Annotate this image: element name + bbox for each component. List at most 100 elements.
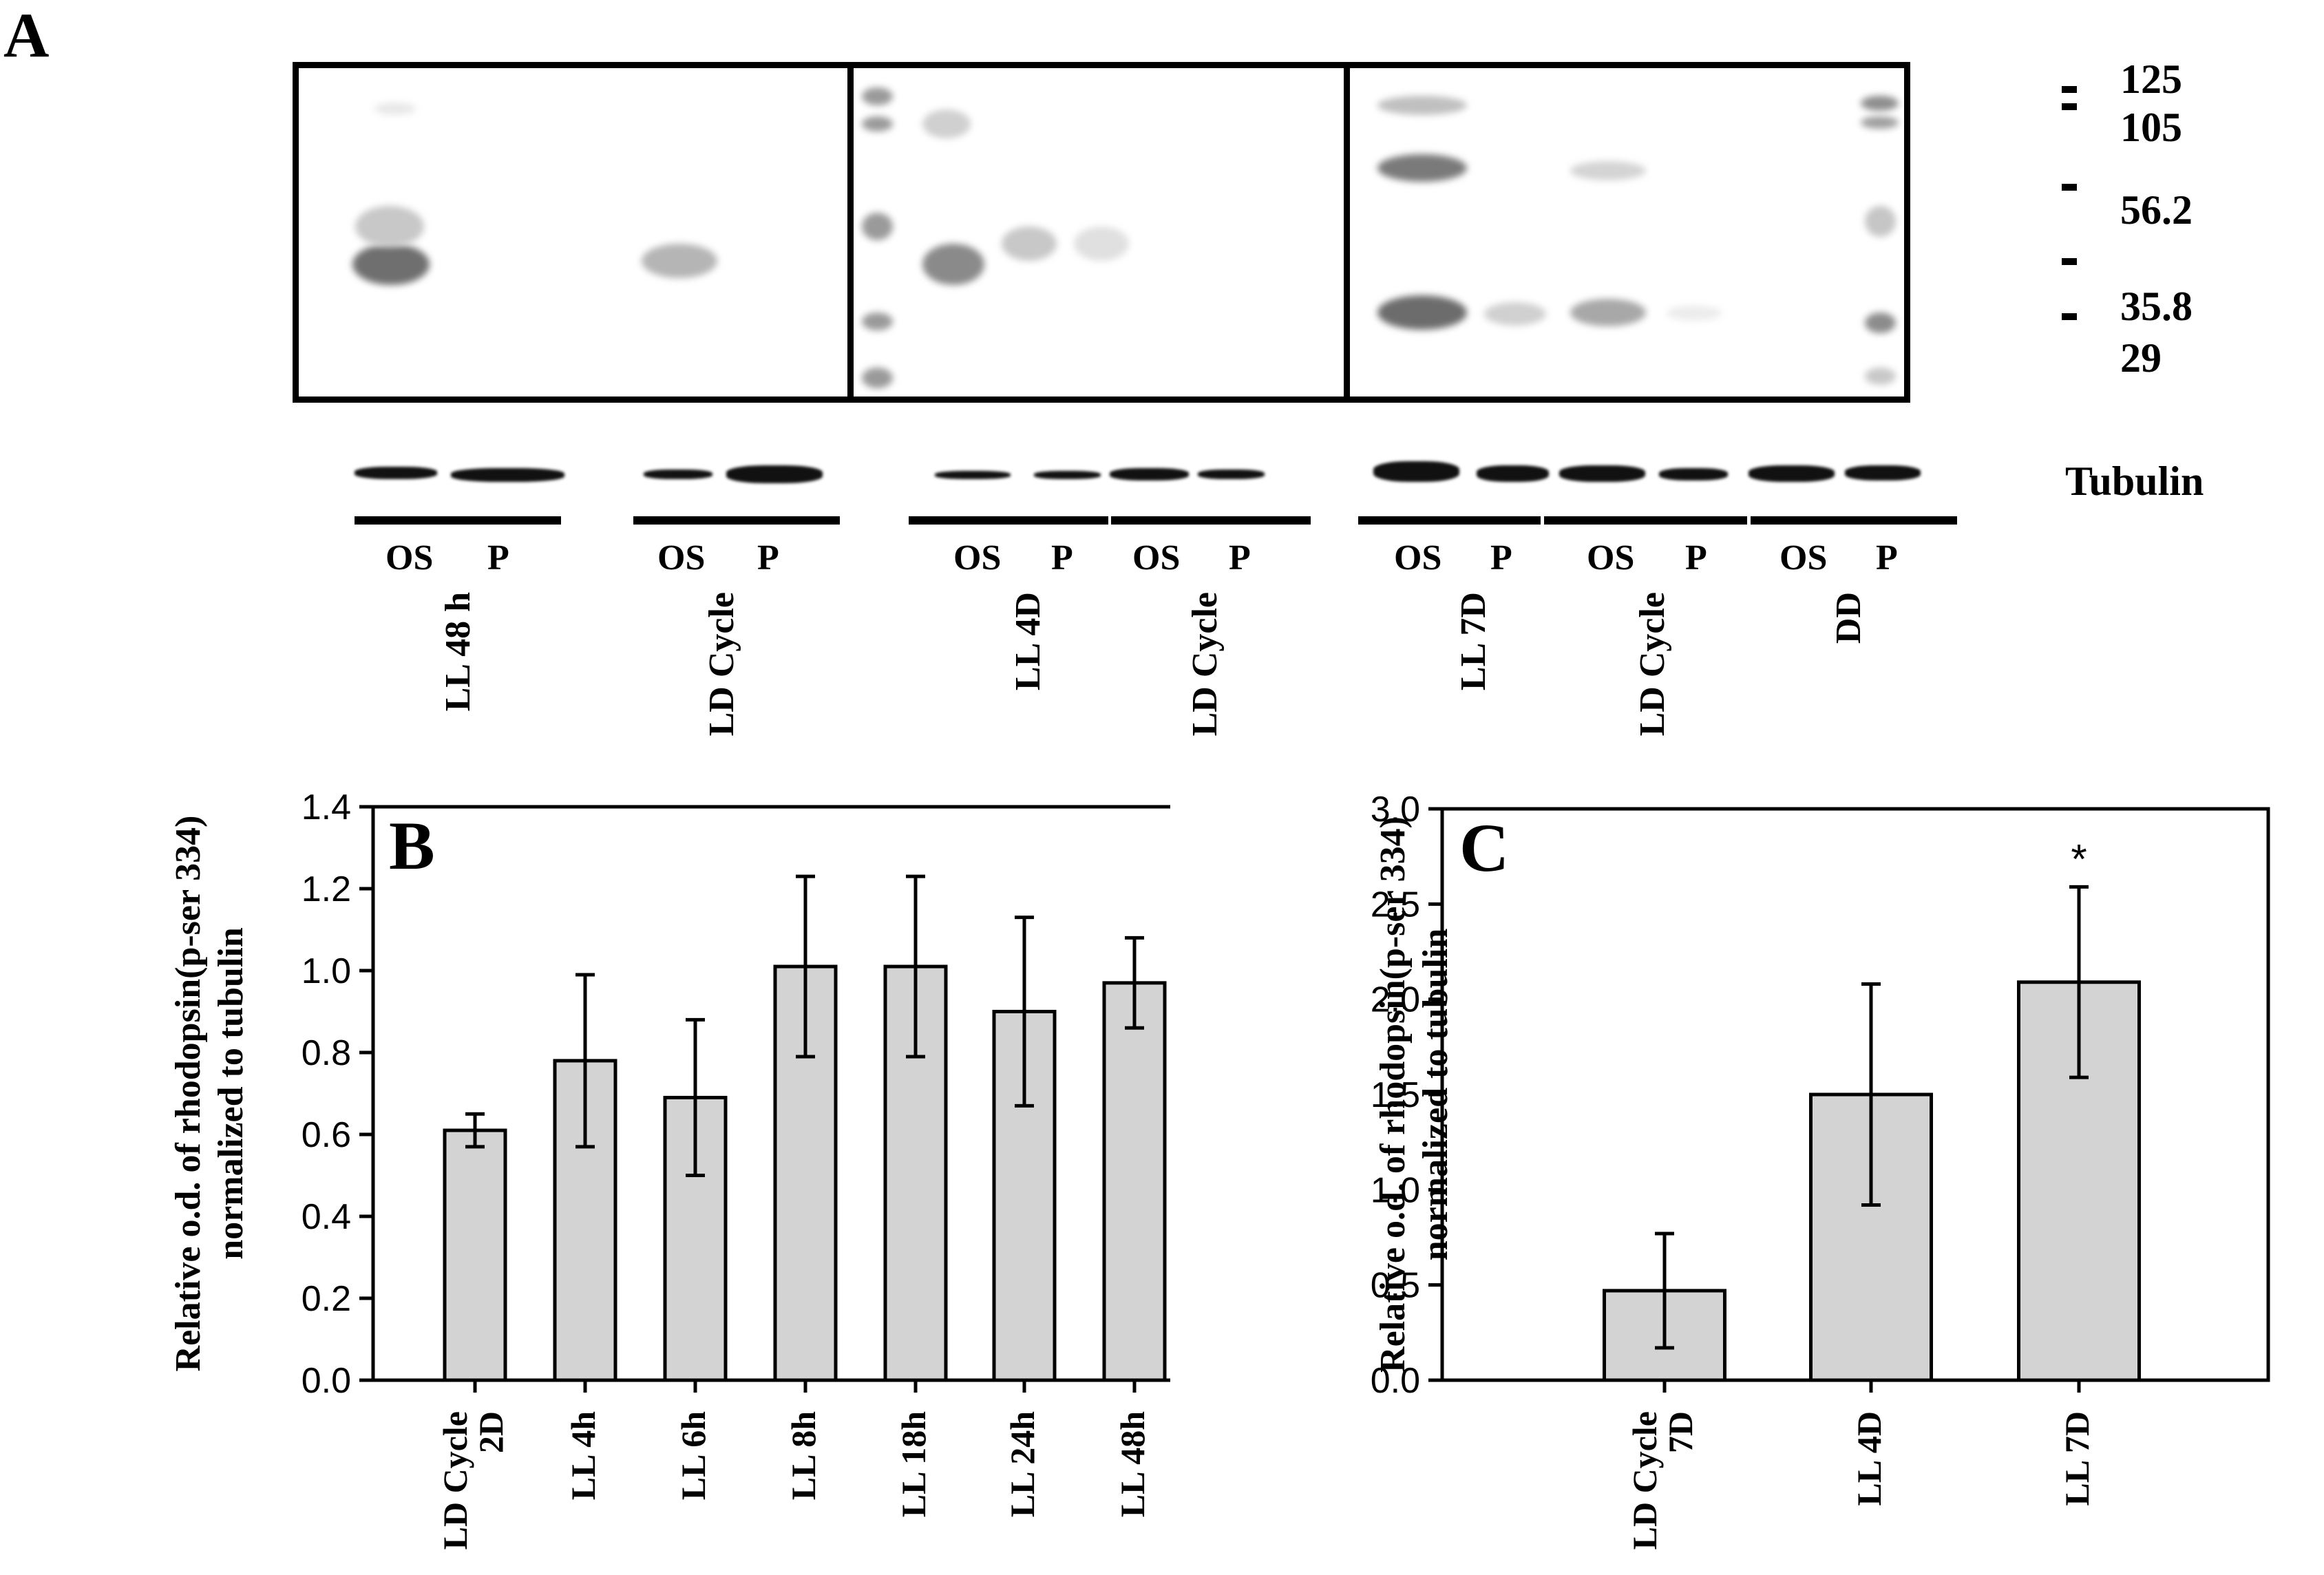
- lane-label: OS: [657, 538, 706, 578]
- y-tick-label: 3.0: [1371, 790, 1420, 829]
- condition-label: LD Cycle: [702, 592, 741, 737]
- lane-label: OS: [385, 538, 434, 578]
- lane-label: P: [487, 538, 509, 578]
- band: [922, 244, 984, 285]
- y-axis-label: Relative o.d. of rhodopsin(p-ser 334): [1373, 816, 1413, 1373]
- condition-label: LD Cycle: [1185, 592, 1225, 737]
- band: [1570, 161, 1646, 180]
- blot-panel-2: [847, 62, 1350, 403]
- tubulin-label: Tubulin: [2065, 458, 2204, 504]
- band: [352, 244, 430, 285]
- blot-panel-3: [1344, 62, 1910, 403]
- x-tick-label: LL 8h: [784, 1411, 823, 1500]
- x-tick-label: LL 24h: [1003, 1411, 1042, 1517]
- x-tick-label: LL 6h: [674, 1411, 712, 1500]
- group-bar: [1358, 516, 1541, 525]
- band: [1377, 295, 1467, 330]
- y-tick-label: 0.8: [302, 1033, 351, 1073]
- lane-label: P: [1051, 538, 1073, 578]
- x-tick-label: LL 48h: [1113, 1411, 1152, 1517]
- y-axis-label: Relative o.d. of rhodopsin(p-ser 334): [169, 816, 208, 1372]
- ladder-band: [1861, 96, 1899, 111]
- lane-label: P: [757, 538, 779, 578]
- mw-tick-56: [2062, 184, 2077, 191]
- y-tick-label: 0.2: [302, 1279, 351, 1319]
- mw-tick-105: [2062, 103, 2077, 110]
- x-tick-label: LD Cycle: [436, 1411, 474, 1550]
- ladder-band: [1865, 313, 1896, 333]
- blot-panel-1: [293, 62, 854, 403]
- ladder-band: [1865, 206, 1896, 237]
- bar: [663, 1095, 728, 1382]
- bar: [1102, 981, 1167, 1382]
- bar: [553, 1059, 617, 1382]
- x-tick-label: LL 4D: [1850, 1411, 1888, 1506]
- ladder-band: [862, 368, 893, 388]
- mw-label-56: 56.2: [2120, 187, 2193, 233]
- x-tick-label: 2D: [472, 1411, 510, 1453]
- ladder-band: [862, 116, 893, 131]
- y-tick-label: 2.0: [1371, 980, 1420, 1020]
- mw-label-35: 35.8: [2120, 284, 2193, 329]
- band: [1570, 299, 1646, 326]
- y-tick-label: 1.5: [1371, 1075, 1420, 1115]
- band: [1074, 226, 1129, 261]
- condition-label: LL 48 h: [439, 592, 478, 712]
- y-tick-label: 1.0: [1371, 1170, 1420, 1210]
- mw-tick-35: [2062, 258, 2077, 265]
- y-tick-label: 0.0: [1371, 1361, 1420, 1401]
- y-tick-label: 2.5: [1371, 885, 1420, 924]
- significance-marker: *: [2071, 836, 2087, 882]
- mw-label-29: 29: [2120, 335, 2162, 381]
- y-axis-label: normalized to tubulin: [1416, 929, 1455, 1261]
- x-tick-label: LL 4h: [564, 1411, 602, 1500]
- x-tick-label: LD Cycle: [1625, 1411, 1664, 1550]
- y-tick-label: 0.6: [302, 1115, 351, 1155]
- mw-tick-125: [2062, 86, 2077, 93]
- y-tick-label: 0.5: [1371, 1266, 1420, 1306]
- group-bar: [633, 516, 840, 525]
- lane-label: OS: [1587, 538, 1635, 578]
- band: [1377, 96, 1467, 115]
- lane-label: P: [1229, 538, 1251, 578]
- y-tick-label: 0.0: [302, 1361, 351, 1401]
- ladder-band: [1861, 116, 1899, 129]
- band: [922, 109, 971, 138]
- x-tick-label: LL 18h: [894, 1411, 933, 1517]
- condition-label: LD Cycle: [1633, 592, 1672, 737]
- ladder-band: [862, 313, 893, 330]
- x-tick-label: LL 7D: [2058, 1411, 2096, 1506]
- x-tick-label: 7D: [1661, 1411, 1700, 1453]
- lane-label: P: [1876, 538, 1898, 578]
- panel-a-letter: A: [3, 0, 50, 70]
- y-tick-label: 1.4: [302, 788, 351, 827]
- panel-letter: B: [389, 807, 435, 884]
- group-bar: [1111, 516, 1311, 525]
- mw-tick-29: [2062, 313, 2077, 320]
- condition-label: LL 4D: [1008, 592, 1048, 691]
- band: [1667, 306, 1722, 321]
- group-bar: [909, 516, 1108, 525]
- band: [374, 103, 416, 115]
- condition-label: DD: [1829, 592, 1868, 644]
- band: [1484, 302, 1546, 326]
- ladder-band: [862, 213, 893, 240]
- group-bar: [355, 516, 561, 525]
- lane-label: P: [1490, 538, 1512, 578]
- condition-label: LL 7D: [1454, 592, 1493, 691]
- lane-label: OS: [953, 538, 1002, 578]
- lane-label: OS: [1394, 538, 1442, 578]
- mw-label-105: 105: [2120, 105, 2182, 150]
- y-tick-label: 1.2: [302, 869, 351, 909]
- group-bar: [1751, 516, 1957, 525]
- mw-label-125: 125: [2120, 56, 2182, 102]
- y-tick-label: 1.0: [302, 951, 351, 991]
- band: [355, 206, 424, 247]
- lane-label: OS: [1779, 538, 1828, 578]
- band: [1002, 226, 1057, 261]
- tubulin-blot: [344, 441, 1962, 496]
- y-tick-label: 0.4: [302, 1197, 351, 1237]
- lane-label: OS: [1132, 538, 1181, 578]
